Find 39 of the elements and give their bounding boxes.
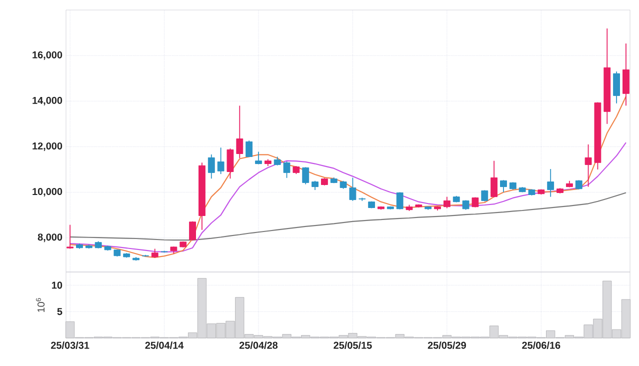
x-tick-label: 25/06/16: [522, 342, 560, 349]
y-axis-title: 10$^{6}$: [36, 298, 45, 312]
candlestick: [312, 180, 318, 190]
x-tick-label: 25/05/29: [428, 342, 466, 349]
y-tick-label: 10: [52, 282, 62, 289]
candlestick: [255, 151, 262, 165]
x-tick-label: 25/04/28: [239, 342, 278, 349]
y-tick-label: 5: [57, 308, 62, 316]
candlestick: [358, 197, 366, 202]
candlestick: [236, 105, 244, 159]
candlestick: [217, 147, 224, 174]
candlestick: [584, 144, 592, 188]
candlestick: [443, 196, 450, 209]
candlestick: [208, 154, 215, 180]
y-tick-label: 10,000: [32, 188, 62, 197]
candlestick: [151, 248, 158, 258]
candlestick: [500, 180, 507, 193]
candlestick: [396, 192, 404, 210]
candlestick: [547, 168, 554, 198]
y-tick-label: 8,000: [38, 234, 62, 242]
x-tick-label: 25/03/31: [51, 342, 90, 349]
candlestick: [283, 161, 290, 178]
candlestick: [481, 190, 488, 202]
candlestick: [246, 140, 253, 158]
y-tick-label: 14,000: [32, 96, 62, 106]
candlestick: [575, 180, 582, 190]
candlestick: [349, 177, 356, 202]
candlestick: [189, 220, 196, 242]
candlestick: [302, 166, 310, 185]
candlestick: [462, 200, 470, 210]
y-tick-label: 12,000: [32, 142, 62, 151]
y-tick-label: 16,000: [32, 51, 62, 60]
candlestick: [613, 71, 620, 104]
candlestick: [622, 43, 630, 106]
x-tick-label: 25/04/14: [145, 342, 184, 349]
candlestick: [226, 148, 234, 180]
x-tick-label: 25/05/15: [334, 342, 372, 349]
candlestick: [66, 224, 74, 250]
candlestick: [490, 160, 498, 198]
